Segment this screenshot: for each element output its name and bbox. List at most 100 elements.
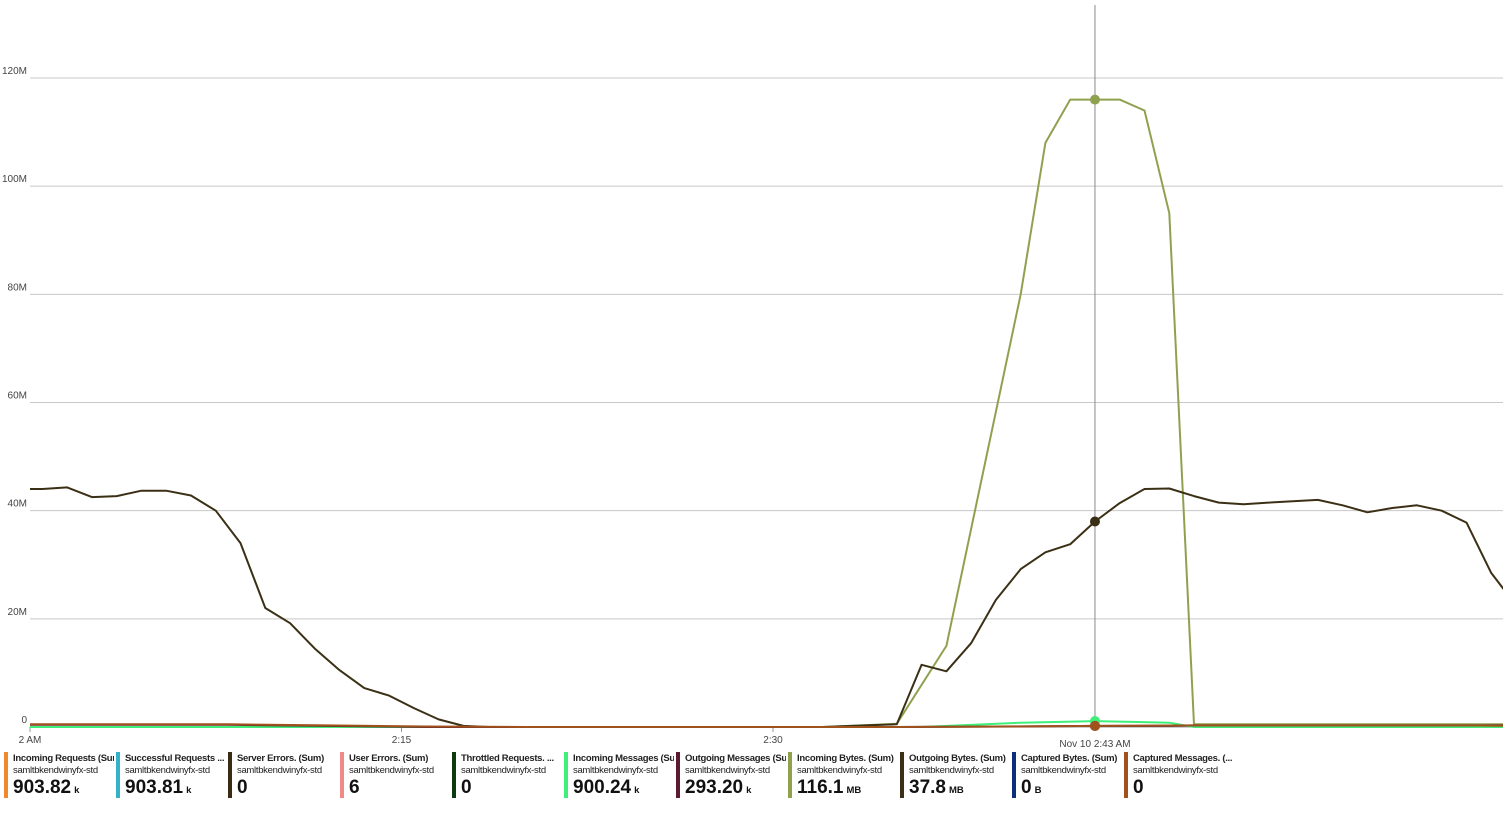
legend-metric-name: Server Errors. (Sum) — [237, 753, 324, 764]
legend-swatch — [4, 752, 8, 798]
legend-value-number: 0 — [1021, 777, 1032, 798]
legend-metric-name: Incoming Bytes. (Sum) — [797, 753, 894, 764]
legend-text: Successful Requests ... samltbkendwinyfx-… — [125, 753, 226, 800]
legend-swatch — [116, 752, 120, 798]
legend-resource-name: samltbkendwinyfx-std — [1021, 765, 1106, 776]
legend-item[interactable]: Throttled Requests. ... samltbkendwinyfx-… — [452, 752, 562, 800]
legend-metric-name: Incoming Requests (Sum) — [13, 753, 114, 764]
y-tick-label: 20M — [8, 607, 27, 618]
legend-text: Incoming Bytes. (Sum) samltbkendwinyfx-st… — [797, 753, 898, 800]
cursor-point — [1089, 516, 1100, 527]
series-line — [30, 486, 1503, 728]
legend-text: Server Errors. (Sum) samltbkendwinyfx-std… — [237, 753, 338, 799]
legend-swatch — [900, 752, 904, 798]
legend-swatch — [1124, 752, 1128, 798]
legend-value-unit: MB — [846, 785, 862, 796]
legend-swatch — [564, 752, 568, 798]
chart-legend: Incoming Requests (Sum) samltbkendwinyfx-… — [4, 752, 1503, 802]
legend-value: 0 — [461, 777, 562, 799]
legend-swatch — [676, 752, 680, 798]
legend-metric-name: Incoming Messages (Sum) — [573, 753, 674, 764]
legend-item[interactable]: Captured Bytes. (Sum) samltbkendwinyfx-st… — [1012, 752, 1122, 800]
legend-swatch — [788, 752, 792, 798]
series-line — [30, 98, 1503, 728]
legend-value: 903.81 k — [125, 777, 226, 800]
legend-resource-name: samltbkendwinyfx-std — [349, 765, 434, 776]
legend-resource-name: samltbkendwinyfx-std — [685, 765, 770, 776]
y-tick-label: 120M — [2, 66, 27, 77]
legend-swatch — [452, 752, 456, 798]
legend-value: 0 — [1133, 777, 1234, 799]
legend-item[interactable]: Outgoing Bytes. (Sum) samltbkendwinyfx-st… — [900, 752, 1010, 800]
legend-resource-name: samltbkendwinyfx-std — [573, 765, 658, 776]
legend-text: Outgoing Bytes. (Sum) samltbkendwinyfx-st… — [909, 753, 1010, 800]
gridlines — [30, 77, 1503, 728]
legend-value-number: 293.20 — [685, 777, 744, 798]
legend-value-number: 116.1 — [797, 777, 844, 798]
legend-item[interactable]: Server Errors. (Sum) samltbkendwinyfx-std… — [228, 752, 338, 800]
y-tick-label: 0 — [21, 715, 27, 726]
legend-resource-name: samltbkendwinyfx-std — [1133, 765, 1218, 776]
legend-value: 900.24 k — [573, 777, 674, 800]
hover-cursor: Nov 10 2:43 AM — [1059, 5, 1131, 750]
legend-value: 0 — [237, 777, 338, 799]
y-tick-label: 80M — [8, 282, 27, 293]
legend-metric-name: Successful Requests ... — [125, 753, 225, 764]
legend-value: 37.8 MB — [909, 777, 1010, 800]
legend-value-number: 903.82 — [13, 777, 72, 798]
y-tick-label: 100M — [2, 174, 27, 185]
x-tick-label: 2:15 — [392, 735, 412, 746]
legend-item[interactable]: Incoming Bytes. (Sum) samltbkendwinyfx-st… — [788, 752, 898, 800]
legend-metric-name: Outgoing Messages (Sum) — [685, 753, 786, 764]
legend-text: User Errors. (Sum) samltbkendwinyfx-std 6 — [349, 753, 450, 799]
x-tick-label: 2 AM — [19, 735, 42, 746]
legend-value: 116.1 MB — [797, 777, 898, 800]
legend-text: Captured Bytes. (Sum) samltbkendwinyfx-st… — [1021, 753, 1122, 800]
legend-metric-name: Captured Messages. (... — [1133, 753, 1233, 764]
legend-value: 903.82 k — [13, 777, 114, 800]
x-tick-label: 2:30 — [763, 735, 783, 746]
legend-value-number: 903.81 — [125, 777, 184, 798]
legend-value: 6 — [349, 777, 450, 799]
legend-swatch — [228, 752, 232, 798]
legend-item[interactable]: Outgoing Messages (Sum)samltbkendwinyfx-… — [676, 752, 786, 800]
legend-resource-name: samltbkendwinyfx-std — [125, 765, 210, 776]
legend-item[interactable]: Successful Requests ... samltbkendwinyfx-… — [116, 752, 226, 800]
series-lines — [30, 98, 1503, 728]
legend-metric-name: User Errors. (Sum) — [349, 753, 429, 764]
legend-metric-name: Outgoing Bytes. (Sum) — [909, 753, 1006, 764]
y-tick-label: 60M — [8, 391, 27, 402]
legend-value-number: 6 — [349, 777, 360, 798]
legend-item[interactable]: Incoming Requests (Sum) samltbkendwinyfx-… — [4, 752, 114, 800]
legend-resource-name: samltbkendwinyfx-std — [237, 765, 322, 776]
series-line — [30, 723, 1503, 728]
legend-item[interactable]: User Errors. (Sum) samltbkendwinyfx-std 6 — [340, 752, 450, 800]
legend-resource-name: samltbkendwinyfx-std — [909, 765, 994, 776]
legend-item[interactable]: Captured Messages. (... samltbkendwinyfx-… — [1124, 752, 1234, 800]
legend-value-unit: B — [1034, 785, 1042, 796]
legend-resource-name: samltbkendwinyfx-std — [461, 765, 546, 776]
legend-text: Incoming Requests (Sum) samltbkendwinyfx-… — [13, 753, 114, 800]
legend-value: 293.20 k — [685, 777, 786, 800]
cursor-point — [1089, 94, 1100, 105]
legend-item[interactable]: Incoming Messages (Sum)samltbkendwinyfx-… — [564, 752, 674, 800]
legend-value-unit: MB — [948, 785, 964, 796]
legend-resource-name: samltbkendwinyfx-std — [797, 765, 882, 776]
y-tick-label: 40M — [8, 499, 27, 510]
legend-value-number: 0 — [237, 777, 248, 798]
legend-value-number: 0 — [461, 777, 472, 798]
legend-text: Incoming Messages (Sum)samltbkendwinyfx-… — [573, 753, 674, 800]
x-axis-tick-labels: 2 AM 2:15 2:30 — [19, 727, 783, 746]
cursor-point — [1089, 720, 1100, 731]
legend-text: Outgoing Messages (Sum)samltbkendwinyfx-… — [685, 753, 786, 800]
legend-swatch — [340, 752, 344, 798]
metrics-line-chart[interactable]: 0 20M 40M 60M 80M 100M 120M 2 AM 2:15 2:30 Nov 1… — [0, 0, 1503, 750]
legend-value-unit: k — [746, 785, 752, 796]
y-axis-tick-labels: 0 20M 40M 60M 80M 100M 120M — [2, 66, 27, 726]
legend-value-unit: k — [74, 785, 80, 796]
legend-text: Captured Messages. (... samltbkendwinyfx-… — [1133, 753, 1234, 799]
cursor-time-label: Nov 10 2:43 AM — [1059, 739, 1130, 750]
legend-value-unit: k — [634, 785, 640, 796]
legend-value-number: 0 — [1133, 777, 1144, 798]
legend-metric-name: Throttled Requests. ... — [461, 753, 554, 764]
